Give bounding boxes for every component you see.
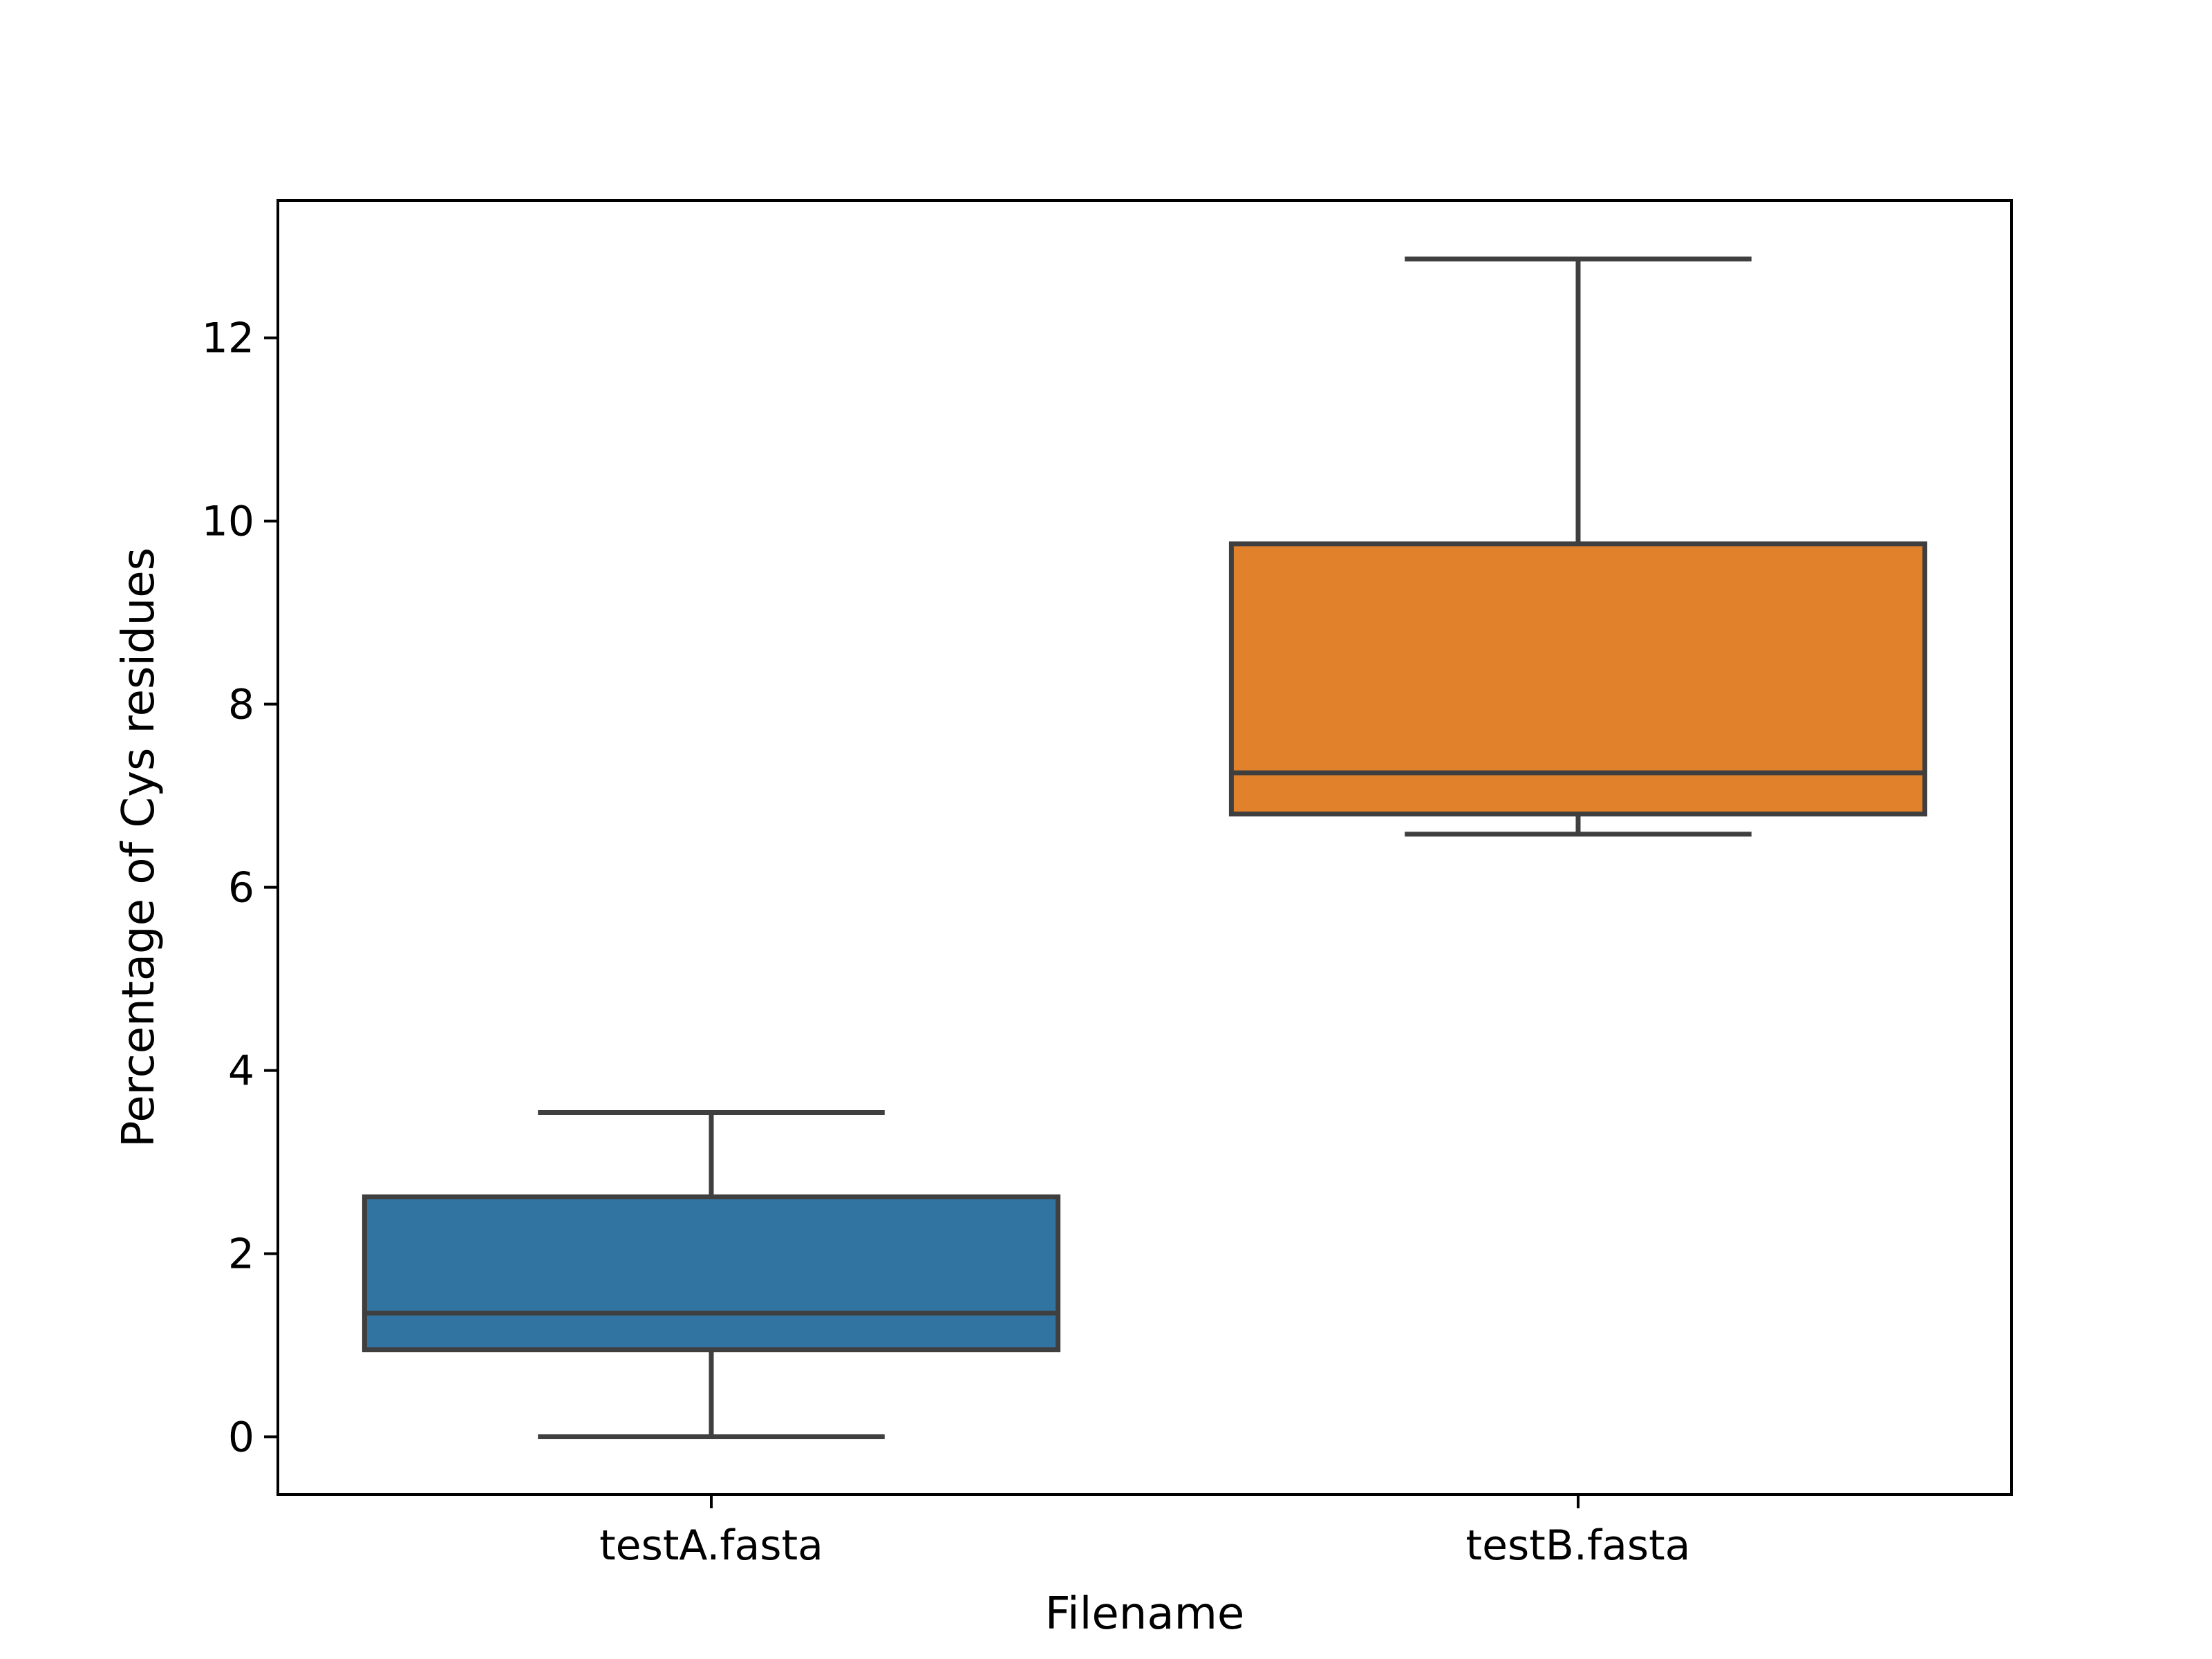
y-tick-label: 2 [228, 1230, 254, 1279]
axis-ticks: 0 2 4 6 8 10 12 testA.fasta testB.fasta [202, 315, 1691, 1570]
y-tick-label: 10 [202, 498, 254, 546]
x-tick-label: testA.fasta [599, 1521, 823, 1570]
axes-frame [276, 199, 2013, 1496]
y-tick-label: 8 [228, 681, 254, 729]
box-group-testa-fasta [362, 1110, 1061, 1440]
box-group-testb-fasta [1228, 256, 1928, 837]
y-axis-label: Percentage of Cys residues [113, 547, 165, 1147]
box-body [1228, 541, 1928, 817]
plot-area [362, 256, 1928, 1440]
box-body [362, 1194, 1061, 1353]
y-tick-label: 6 [228, 864, 254, 912]
x-axis-label: Filename [1045, 1588, 1245, 1640]
y-tick-label: 12 [202, 315, 254, 363]
y-tick-label: 0 [228, 1414, 254, 1462]
x-tick-label: testB.fasta [1466, 1521, 1691, 1570]
y-tick-label: 4 [228, 1047, 254, 1096]
